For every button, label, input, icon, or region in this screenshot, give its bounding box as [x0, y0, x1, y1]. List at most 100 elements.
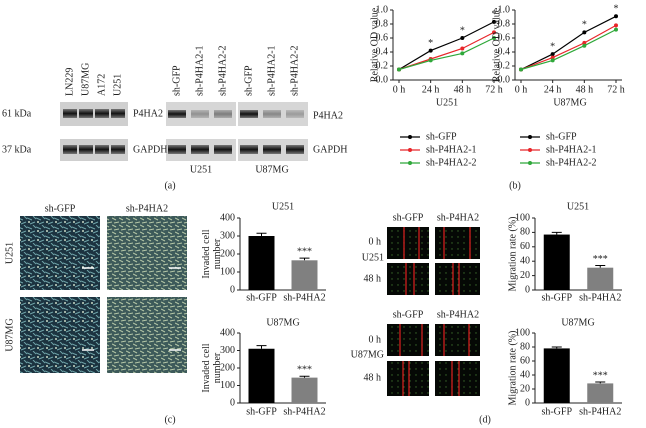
series-line: [398, 31, 495, 71]
y-axis-label: Migration rate (%): [507, 217, 518, 292]
bar: [543, 234, 570, 290]
y-tick-label: 0.2: [376, 60, 389, 71]
y-tick-label: 100: [220, 380, 235, 391]
series-line: [398, 21, 495, 71]
blot-band: [214, 110, 232, 118]
point: [492, 19, 496, 24]
x-tick-label: 0 h: [393, 84, 406, 95]
y-tick-label: 0: [525, 397, 530, 408]
column-label: sh-P4HA2: [437, 309, 479, 320]
blot-band: [286, 110, 304, 118]
y-tick-label: 60: [520, 241, 530, 252]
y-tick-label: 0.6: [376, 32, 389, 43]
group-label: U87MG: [255, 164, 288, 175]
y-tick-label: 0.6: [498, 32, 511, 43]
bar: [587, 383, 614, 403]
x-tick-label: sh-P4HA2: [579, 292, 621, 303]
y-tick-label: 40: [520, 369, 530, 380]
blot-frame: [60, 139, 128, 161]
y-tick-label: 1.0: [376, 4, 389, 15]
x-tick-label: 48 h: [576, 84, 594, 95]
legend-label: sh-P4HA2-1: [546, 144, 597, 155]
x-tick-label: sh-GFP: [541, 292, 572, 303]
column-label: sh-P4HA2: [437, 212, 479, 223]
point: [492, 36, 496, 40]
protein-label: GAPDH: [313, 144, 347, 155]
row-label: 48 h: [364, 372, 382, 383]
blot-band: [79, 109, 93, 118]
y-axis-label: Invaded cell: [201, 343, 212, 392]
x-tick-label: sh-GFP: [246, 406, 277, 417]
x-tick-label: 24 h: [544, 84, 562, 95]
x-tick-label: 72 h: [607, 84, 625, 95]
error-bar: [256, 232, 267, 236]
row-label: U87MG: [4, 318, 15, 351]
blot-band: [111, 145, 125, 154]
row-label: 0 h: [369, 236, 382, 247]
row-label: 48 h: [364, 273, 382, 284]
significance: ***: [297, 246, 312, 257]
x-tick-label: sh-P4HA2: [283, 292, 325, 303]
bar: [291, 377, 318, 403]
significance: *: [492, 9, 497, 20]
row-label: U251: [362, 252, 384, 263]
point: [492, 30, 496, 35]
row-label: U87MG: [351, 349, 384, 360]
y-tick-label: 0.8: [376, 18, 389, 29]
x-tick-label: sh-P4HA2: [579, 406, 621, 417]
error-bar: [299, 375, 310, 378]
y-axis-label: number: [212, 238, 223, 269]
lane-label: LN229: [64, 68, 75, 96]
blot-band: [240, 145, 258, 154]
significance: ***: [593, 370, 608, 381]
point: [460, 36, 465, 40]
blot-band: [63, 145, 77, 154]
y-tick-label: 0.4: [498, 46, 511, 57]
significance: ***: [593, 254, 608, 265]
legend-marker: [408, 135, 412, 139]
point: [614, 23, 618, 28]
lane-label: sh-P4HA2-2: [217, 45, 228, 96]
y-tick-label: 80: [520, 341, 530, 352]
x-tick-label: 48 h: [454, 84, 472, 95]
x-tick-label: sh-GFP: [541, 406, 572, 417]
point: [460, 46, 465, 51]
point: [582, 43, 587, 48]
y-tick-label: 0.8: [498, 18, 511, 29]
y-axis-label: Relative OD value: [369, 7, 380, 82]
point: [519, 67, 523, 72]
y-tick-label: 0: [525, 284, 530, 295]
blot-band: [79, 145, 93, 154]
blot-band: [168, 110, 186, 118]
blot-band: [263, 110, 281, 118]
significance: *: [614, 4, 619, 15]
row-label: 0 h: [369, 334, 382, 345]
legend-marker: [528, 135, 532, 139]
blot-band: [95, 109, 109, 118]
blot-band: [240, 110, 258, 118]
column-label: sh-GFP: [45, 203, 76, 214]
lane-label: sh-GFP: [171, 65, 182, 96]
chart-title: U87MG: [561, 317, 594, 328]
y-tick-label: 80: [520, 227, 530, 238]
error-bar: [595, 381, 606, 384]
lane-label: U87MG: [80, 63, 91, 96]
bar: [291, 260, 318, 290]
protein-label: GAPDH: [133, 144, 167, 155]
legend-label: sh-P4HA2-2: [546, 157, 597, 168]
legend-marker: [528, 161, 532, 165]
legend-marker: [528, 148, 532, 152]
blot-band: [214, 145, 232, 154]
y-tick-label: 40: [520, 255, 530, 266]
lane-label: sh-P4HA2-1: [194, 45, 205, 96]
significance: *: [582, 20, 587, 31]
y-tick-label: 200: [220, 362, 235, 373]
bar: [543, 348, 570, 403]
series-line: [520, 29, 617, 71]
x-tick-label: 72 h: [485, 84, 503, 95]
row-label: U251: [4, 242, 15, 264]
chart-title: U87MG: [266, 317, 299, 328]
x-tick-label: sh-GFP: [246, 292, 277, 303]
panel-label: (a): [164, 180, 175, 191]
series-line: [520, 24, 617, 71]
